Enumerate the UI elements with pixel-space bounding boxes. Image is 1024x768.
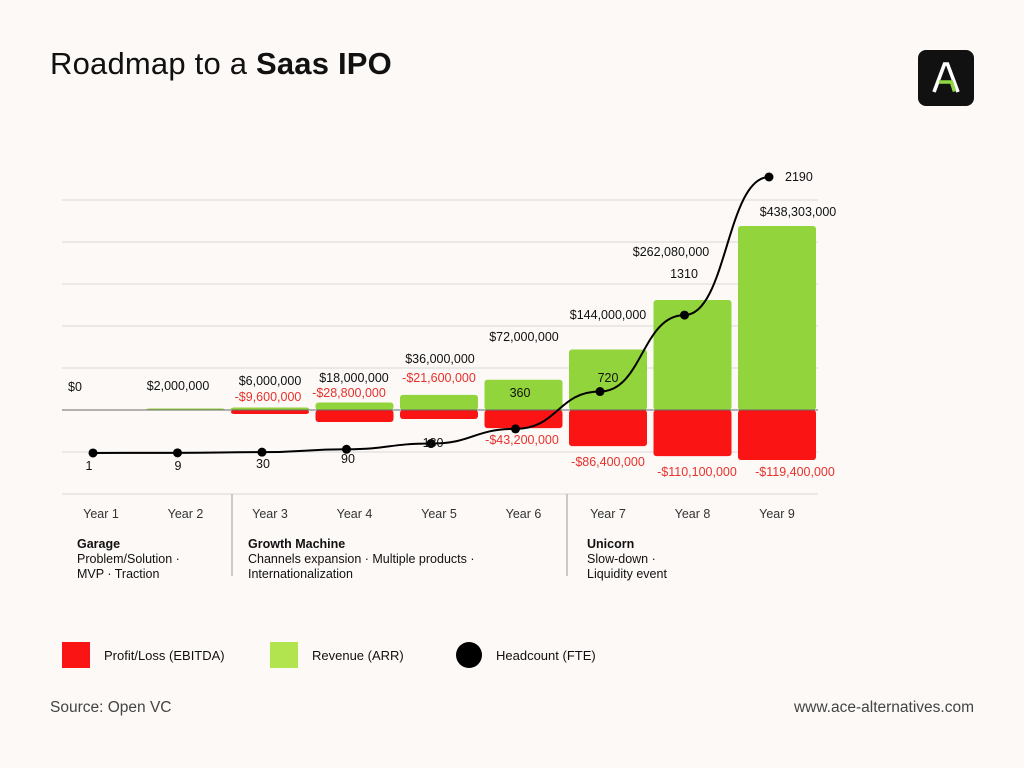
legend-item-revenue: Revenue (ARR) — [270, 641, 404, 669]
headcount-label: 2190 — [785, 170, 813, 184]
headcount-label: 90 — [341, 452, 355, 466]
phase-name: Growth Machine — [248, 537, 346, 551]
headcount-point — [257, 447, 267, 457]
revenue-bar — [231, 407, 309, 410]
revenue-label: $6,000,000 — [239, 374, 302, 388]
x-tick-label: Year 9 — [759, 507, 795, 521]
website-link[interactable]: www.ace-alternatives.com — [793, 699, 974, 716]
headcount-point — [426, 439, 436, 449]
loss-bar — [315, 410, 394, 423]
legend-label: Profit/Loss (EBITDA) — [104, 647, 225, 663]
headcount-label: 360 — [510, 386, 531, 400]
headcount-point — [680, 310, 689, 320]
page-title: Roadmap to a Saas IPO — [50, 46, 392, 82]
revenue-bar — [484, 379, 563, 410]
legend-label: Headcount (FTE) — [496, 647, 596, 663]
headcount-point — [511, 424, 520, 434]
legend-label: Revenue (ARR) — [312, 647, 404, 663]
loss-bar — [231, 410, 309, 415]
headcount-label: 180 — [423, 436, 444, 450]
headcount-point — [595, 387, 605, 397]
phase-unicorn: Unicorn Slow-down · Liquidity event — [587, 537, 687, 582]
revenue-label: $2,000,000 — [147, 379, 210, 393]
headcount-label: 1310 — [670, 267, 698, 281]
loss-bar — [738, 410, 816, 460]
title-prefix: Roadmap to a — [50, 46, 248, 81]
loss-bar — [653, 410, 732, 457]
phase-garage: Garage Problem/Solution · MVP · Traction — [77, 537, 207, 582]
legend-swatch-red — [62, 642, 90, 668]
revenue-bar — [400, 394, 478, 410]
loss-label: -$86,400,000 — [571, 455, 645, 469]
headcount-point — [88, 448, 98, 458]
revenue-label: $18,000,000 — [319, 371, 389, 385]
loss-bar — [484, 410, 563, 429]
x-tick-label: Year 3 — [252, 507, 288, 521]
revenue-label: $438,303,000 — [760, 205, 837, 219]
revenue-bar — [653, 299, 732, 410]
legend-item-profit-loss: Profit/Loss (EBITDA) — [62, 641, 225, 669]
letter-a-logo — [918, 50, 974, 106]
loss-bar — [400, 410, 478, 420]
phase-description: Channels expansion · Multiple products ·… — [248, 552, 475, 581]
loss-label: -$9,600,000 — [235, 390, 302, 404]
headcount-label: 720 — [598, 371, 619, 385]
x-tick-label: Year 1 — [83, 507, 119, 521]
x-tick-label: Year 8 — [675, 507, 711, 521]
loss-label: -$43,200,000 — [485, 433, 559, 447]
x-tick-label: Year 7 — [590, 507, 626, 521]
headcount-label: 30 — [256, 457, 270, 471]
loss-label: -$110,100,000 — [657, 465, 737, 479]
revenue-label: $36,000,000 — [405, 352, 475, 366]
revenue-label: $144,000,000 — [570, 308, 647, 322]
logo-mark — [932, 62, 960, 93]
loss-label: -$119,400,000 — [755, 465, 835, 479]
legend-dot-black — [456, 642, 482, 668]
revenue-label: $72,000,000 — [489, 330, 559, 344]
headcount-label: 9 — [175, 459, 182, 473]
revenue-bar — [738, 226, 816, 410]
phase-name: Unicorn — [587, 537, 635, 551]
revenue-bar — [569, 349, 647, 410]
headcount-label: 1 — [86, 459, 93, 473]
revenue-label: $262,080,000 — [633, 245, 710, 259]
phase-name: Garage — [77, 537, 121, 551]
phase-description: Problem/Solution · MVP · Traction — [77, 552, 180, 581]
x-tick-label: Year 5 — [421, 507, 457, 521]
legend-swatch-green — [270, 642, 298, 668]
x-tick-label: Year 4 — [337, 507, 373, 521]
loss-bar — [569, 410, 647, 447]
phase-growth-machine: Growth Machine Channels expansion · Mult… — [248, 537, 498, 582]
title-bold: Saas IPO — [255, 46, 392, 81]
x-tick-label: Year 2 — [168, 507, 204, 521]
phase-description: Slow-down · Liquidity event — [587, 552, 667, 581]
source-note: Source: Open VC — [50, 699, 172, 716]
headcount-point — [342, 444, 351, 454]
revenue-label: $0 — [68, 380, 82, 394]
loss-label: -$21,600,000 — [402, 371, 476, 385]
legend-item-headcount: Headcount (FTE) — [456, 641, 596, 669]
revenue-bar — [315, 402, 394, 410]
headcount-point — [173, 448, 182, 458]
loss-label: -$28,800,000 — [312, 386, 386, 400]
headcount-point — [764, 172, 774, 182]
x-tick-label: Year 6 — [506, 507, 542, 521]
